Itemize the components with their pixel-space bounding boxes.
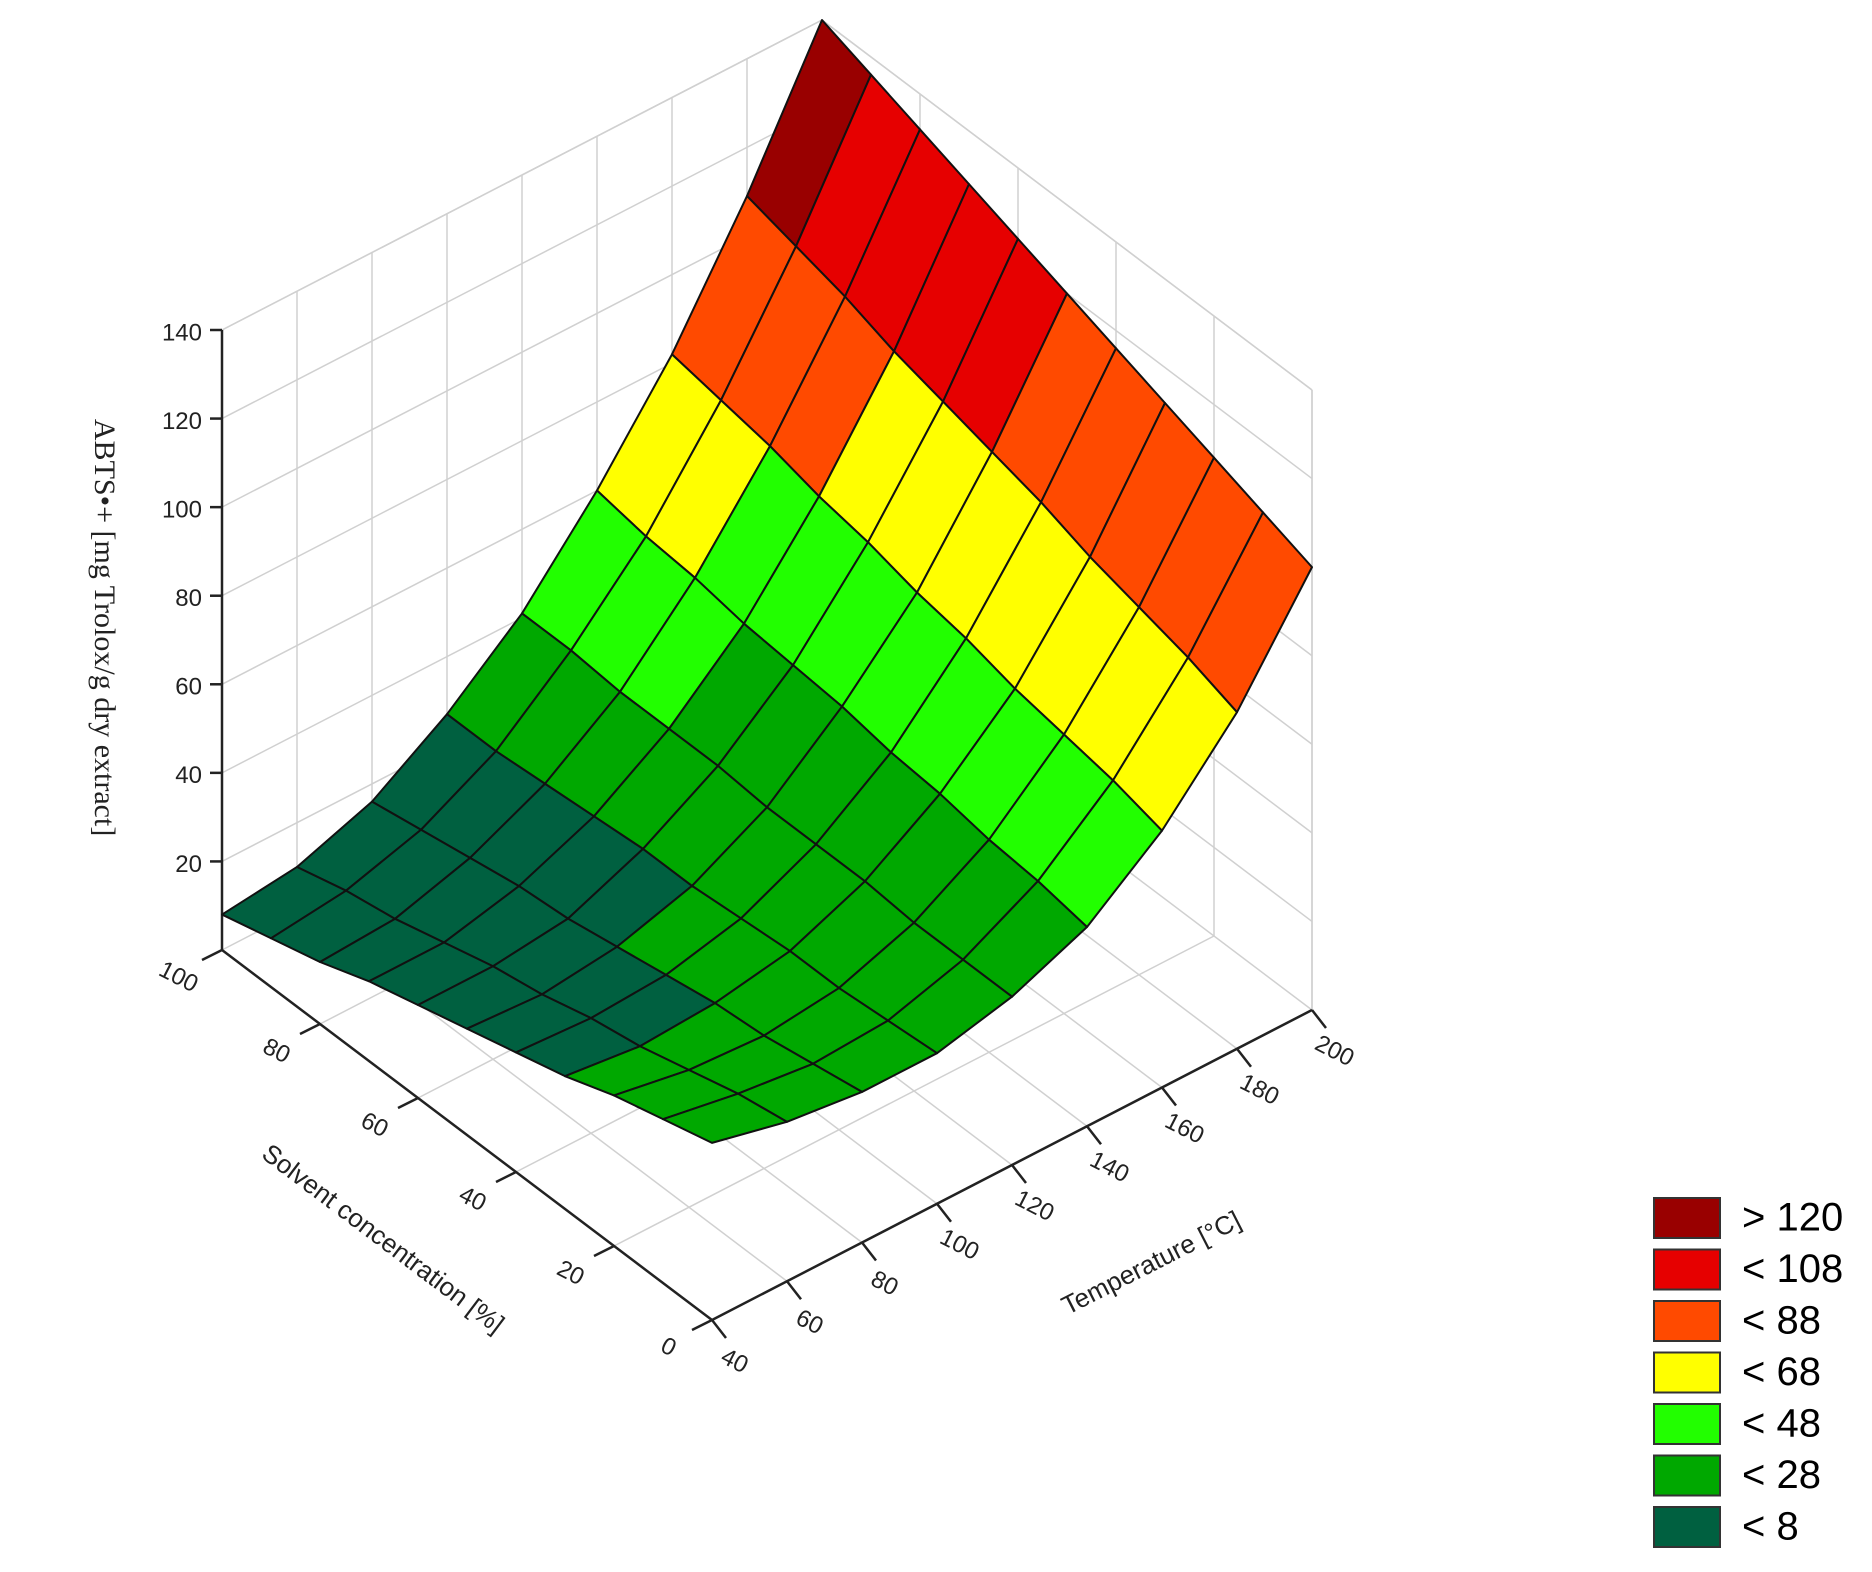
- legend-label: < 68: [1742, 1350, 1821, 1394]
- y-tick: [593, 1244, 615, 1258]
- x-tick: [1086, 1125, 1102, 1146]
- legend-label: < 8: [1742, 1505, 1799, 1549]
- legend-swatch: [1653, 1403, 1721, 1445]
- z-tick-label: 20: [175, 851, 202, 878]
- surface-cell: [662, 1092, 788, 1144]
- y-tick: [691, 1318, 713, 1332]
- z-tick-label: 40: [175, 762, 202, 789]
- grid-line: [221, 107, 823, 420]
- legend-label: < 108: [1742, 1247, 1843, 1291]
- y-tick-label: 60: [356, 1107, 392, 1143]
- y-axis-title: Solvent concentration [%]: [257, 1138, 511, 1339]
- x-tick: [1311, 1009, 1327, 1029]
- x-tick: [1236, 1047, 1252, 1068]
- legend-swatch: [1653, 1300, 1721, 1342]
- z-tick-label: 80: [175, 585, 202, 612]
- x-tick: [861, 1241, 877, 1262]
- x-tick-label: 40: [716, 1343, 752, 1379]
- box-edge: [821, 19, 1313, 391]
- legend-label: < 48: [1742, 1402, 1821, 1446]
- legend-label: < 28: [1742, 1453, 1821, 1497]
- legend-swatch: [1653, 1197, 1721, 1239]
- x-tick: [1011, 1164, 1027, 1184]
- x-tick-label: 120: [1011, 1185, 1059, 1227]
- legend-swatch: [1653, 1248, 1721, 1291]
- x-tick-label: 100: [936, 1224, 984, 1266]
- x-tick: [1161, 1086, 1177, 1107]
- y-tick-label: 20: [552, 1255, 588, 1291]
- z-tick-label: 100: [162, 496, 202, 523]
- legend-swatch: [1653, 1351, 1721, 1394]
- legend-swatch: [1653, 1454, 1721, 1497]
- y-tick: [397, 1096, 419, 1110]
- legend-swatch: [1653, 1506, 1721, 1548]
- x-tick-label: 200: [1311, 1030, 1359, 1072]
- legend-label: < 88: [1742, 1299, 1821, 1343]
- box-edge: [221, 19, 823, 331]
- x-axis-title: Temperature [°C]: [1057, 1205, 1246, 1321]
- legend-label: > 120: [1742, 1196, 1843, 1240]
- x-tick-label: 140: [1086, 1146, 1134, 1188]
- y-tick: [299, 1022, 321, 1036]
- y-tick-label: 80: [258, 1033, 294, 1069]
- x-tick-label: 160: [1161, 1107, 1209, 1149]
- x-tick: [786, 1280, 802, 1301]
- z-tick-label: 60: [175, 674, 202, 701]
- grid-line: [613, 935, 1215, 1247]
- x-tick-label: 60: [791, 1304, 827, 1340]
- y-tick-label: 0: [656, 1332, 680, 1362]
- z-tick-label: 120: [162, 408, 202, 435]
- x-tick: [711, 1319, 727, 1339]
- x-tick-label: 180: [1236, 1069, 1284, 1111]
- y-tick-label: 100: [155, 956, 203, 998]
- x-tick: [936, 1202, 952, 1223]
- z-axis-title: ABTS•+ [mg Trolox/g dry extract]: [88, 419, 121, 836]
- x-tick-label: 80: [866, 1265, 902, 1301]
- y-tick: [201, 948, 223, 962]
- y-axis: [221, 949, 713, 1321]
- y-tick-label: 40: [454, 1181, 490, 1217]
- z-tick-label: 140: [162, 319, 202, 346]
- y-tick: [495, 1170, 517, 1184]
